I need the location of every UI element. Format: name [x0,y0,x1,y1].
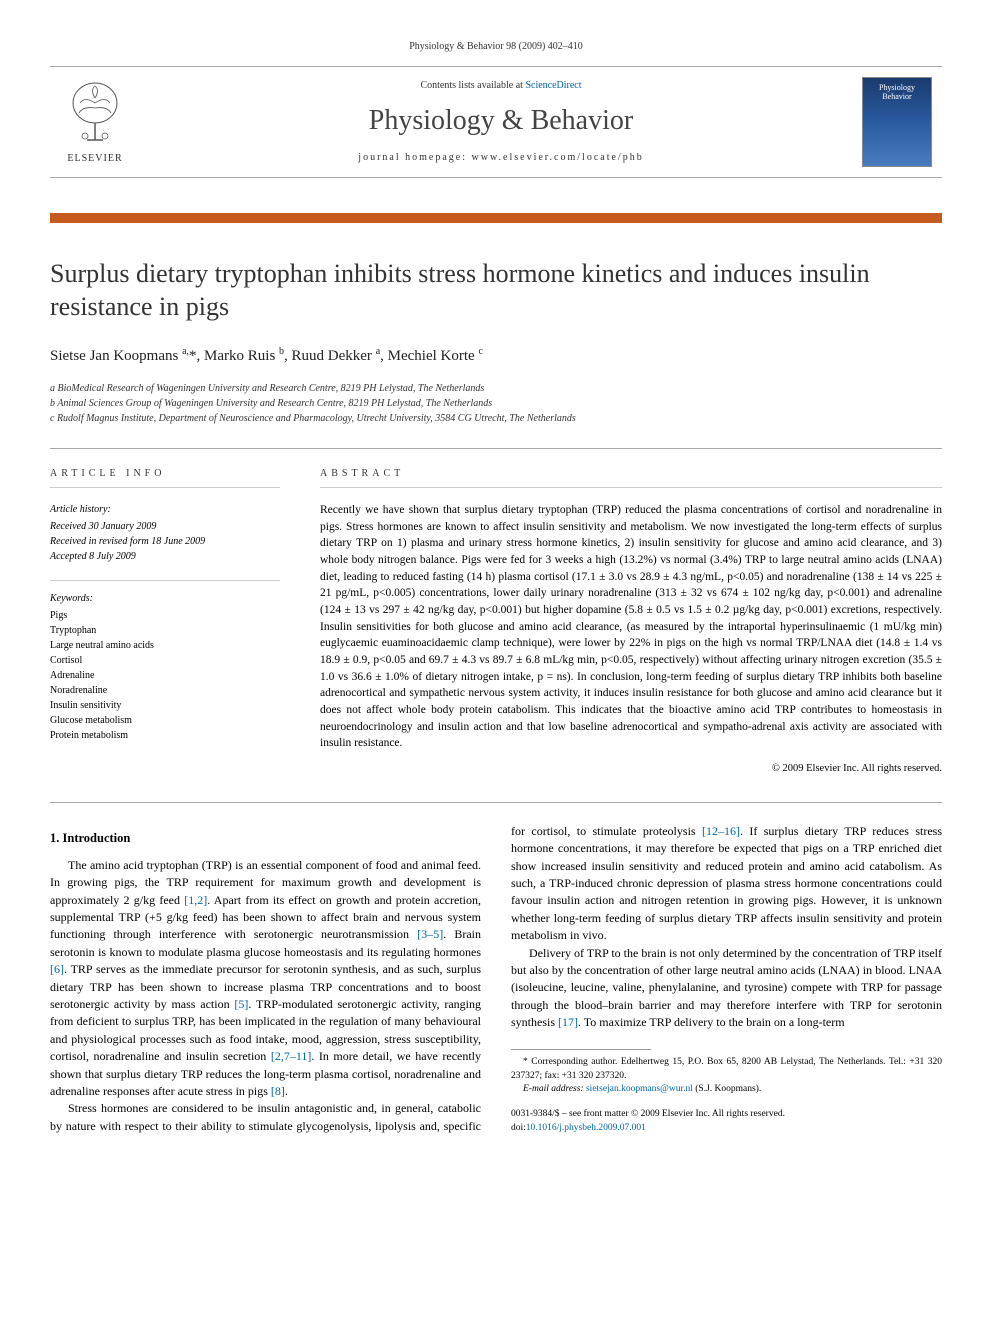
contents-prefix: Contents lists available at [420,80,525,91]
abstract-label: ABSTRACT [320,467,942,488]
section-divider [50,802,942,803]
article-info-abstract-row: ARTICLE INFO Article history: Received 3… [50,448,942,777]
ref-link[interactable]: [3–5] [417,927,443,941]
keyword: Insulin sensitivity [50,698,280,713]
journal-homepage-line: journal homepage: www.elsevier.com/locat… [140,151,862,165]
footnotes-block: * Corresponding author. Edelhertweg 15, … [511,1056,942,1134]
email-suffix: (S.J. Koopmans). [693,1084,761,1094]
abstract-text: Recently we have shown that surplus diet… [320,502,942,752]
abstract-column: ABSTRACT Recently we have shown that sur… [320,467,942,777]
ref-link[interactable]: [12–16] [702,824,740,838]
ref-link[interactable]: [8] [271,1084,285,1098]
ref-link[interactable]: [5] [234,997,248,1011]
journal-title: Physiology & Behavior [140,101,862,140]
publisher-name: ELSEVIER [67,152,122,166]
article-title: Surplus dietary tryptophan inhibits stre… [50,258,942,323]
corresponding-author: * Corresponding author. Edelhertweg 15, … [511,1056,942,1083]
history-accepted: Accepted 8 July 2009 [50,551,136,562]
body-text-columns: 1. Introduction The amino acid tryptopha… [50,823,942,1135]
doi-block: 0031-9384/$ – see front matter © 2009 El… [511,1108,942,1135]
ref-link[interactable]: [2,7–11] [271,1049,312,1063]
article-info-column: ARTICLE INFO Article history: Received 3… [50,467,280,777]
cover-thumbnail-block: Physiology Behavior [862,77,942,167]
email-line: E-mail address: sietsejan.koopmans@wur.n… [511,1083,942,1096]
history-label: Article history: [50,502,280,517]
article-info-label: ARTICLE INFO [50,467,280,488]
history-revised: Received in revised form 18 June 2009 [50,536,205,547]
article-history: Article history: Received 30 January 200… [50,502,280,564]
homepage-url: www.elsevier.com/locate/phb [472,152,644,163]
running-header: Physiology & Behavior 98 (2009) 402–410 [50,40,942,54]
keyword: Glucose metabolism [50,713,280,728]
journal-cover-thumb: Physiology Behavior [862,77,932,167]
intro-paragraph-3: Delivery of TRP to the brain is not only… [511,945,942,1032]
ref-link[interactable]: [6] [50,962,64,976]
intro-text: . [285,1084,288,1098]
keyword: Protein metabolism [50,728,280,743]
email-link[interactable]: sietsejan.koopmans@wur.nl [586,1084,693,1094]
history-received: Received 30 January 2009 [50,521,156,532]
publisher-logo-block: ELSEVIER [50,78,140,166]
author-list: Sietse Jan Koopmans a,*, Marko Ruis b, R… [50,345,942,367]
intro-text: naline and insulin secretion [130,1049,271,1063]
intro-heading: 1. Introduction [50,829,481,847]
keywords-label: Keywords: [50,591,280,606]
accent-bar [50,213,942,223]
contents-available-line: Contents lists available at ScienceDirec… [140,79,862,93]
doi-link[interactable]: 10.1016/j.physbeh.2009.07.001 [526,1123,646,1133]
abstract-copyright: © 2009 Elsevier Inc. All rights reserved… [320,762,942,777]
email-label: E-mail address: [523,1084,586,1094]
issn-line: 0031-9384/$ – see front matter © 2009 El… [511,1109,785,1119]
keyword: Pigs [50,608,280,623]
affiliation-a: a BioMedical Research of Wageningen Univ… [50,381,942,396]
journal-masthead: ELSEVIER Contents lists available at Sci… [50,66,942,178]
keyword: Noradrenaline [50,683,280,698]
intro-text: . To maximize TRP delivery to the brain … [578,1015,845,1029]
homepage-prefix: journal homepage: [358,152,471,163]
keyword: Large neutral amino acids [50,638,280,653]
cover-text-2: Behavior [882,93,911,102]
affiliations: a BioMedical Research of Wageningen Univ… [50,381,942,426]
affiliation-c: c Rudolf Magnus Institute, Department of… [50,411,942,426]
elsevier-tree-icon [65,78,125,148]
intro-paragraph-1: The amino acid tryptophan (TRP) is an es… [50,857,481,1100]
footnote-separator [511,1049,651,1050]
keyword: Tryptophan [50,623,280,638]
keywords-block: Keywords: Pigs Tryptophan Large neutral … [50,580,280,743]
ref-link[interactable]: [17] [558,1015,578,1029]
keyword: Adrenaline [50,668,280,683]
affiliation-b: b Animal Sciences Group of Wageningen Un… [50,396,942,411]
intro-text: . If surplus dietary TRP reduces stress … [511,824,942,942]
doi-label: doi: [511,1123,526,1133]
ref-link[interactable]: [1,2] [184,893,207,907]
masthead-center: Contents lists available at ScienceDirec… [140,79,862,164]
keyword: Cortisol [50,653,280,668]
sciencedirect-link[interactable]: ScienceDirect [525,80,581,91]
